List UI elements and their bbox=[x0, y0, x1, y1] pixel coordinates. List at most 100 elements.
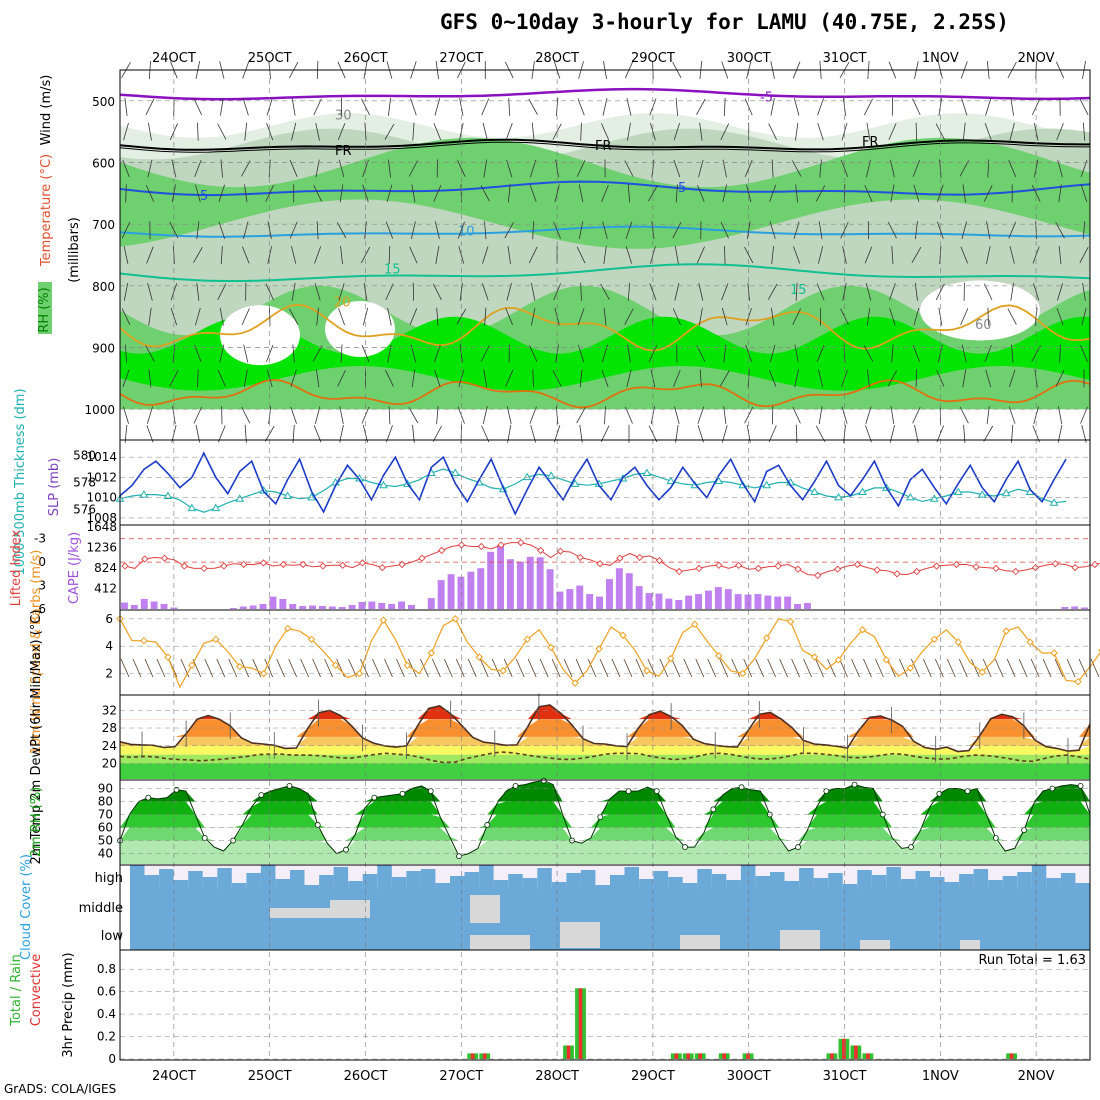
wind-barb bbox=[482, 406, 488, 424]
wind-barb bbox=[1033, 283, 1040, 301]
cloud-high-bar bbox=[450, 876, 465, 890]
wind-barb-10m bbox=[396, 658, 405, 678]
wind-barb-10m bbox=[803, 658, 812, 678]
wind10-line-marker bbox=[954, 638, 962, 646]
thickness-line-marker bbox=[163, 491, 173, 499]
cape-bar bbox=[655, 593, 663, 609]
wind-barb bbox=[601, 369, 609, 387]
cape-bar bbox=[794, 604, 801, 609]
wind-barb bbox=[627, 282, 631, 301]
slp-axis-title: SLP (mb) bbox=[47, 458, 62, 517]
date-label-top: 28OCT bbox=[535, 51, 579, 66]
wind-barb bbox=[625, 406, 633, 424]
wind-barb bbox=[625, 221, 633, 239]
thickness-tick-label: 576 bbox=[73, 503, 96, 517]
wind-barb bbox=[218, 184, 225, 203]
wind-barb bbox=[577, 308, 585, 326]
rh2m-line bbox=[119, 780, 1091, 857]
slp-tick-label: 1008 bbox=[86, 511, 117, 525]
cloud-level-label: middle bbox=[79, 901, 123, 916]
wind-barb bbox=[337, 370, 346, 387]
lifted-index-marker bbox=[200, 564, 208, 573]
wind-barb bbox=[985, 369, 992, 388]
wind-barb bbox=[291, 246, 297, 264]
wind-barb bbox=[815, 425, 826, 442]
wind-barb bbox=[767, 283, 778, 300]
rh2m-marker bbox=[201, 835, 208, 841]
cloud-high-bar bbox=[871, 875, 887, 890]
cape-bar bbox=[714, 587, 722, 609]
wind-barb bbox=[408, 407, 419, 424]
rh2m-tick-label: 40 bbox=[98, 847, 113, 861]
wind-barb-10m bbox=[1018, 658, 1028, 678]
wind-barb-10m bbox=[707, 658, 717, 678]
cape-bar bbox=[1061, 607, 1069, 609]
wind-barb bbox=[818, 406, 823, 425]
cape-bar bbox=[804, 603, 811, 609]
wind-barb bbox=[697, 184, 705, 202]
cape-bar bbox=[160, 604, 168, 609]
wind-barb bbox=[243, 369, 248, 388]
cloud-high-bar bbox=[813, 878, 829, 890]
wind-barb bbox=[532, 221, 534, 240]
precip-total-axis-title: Total / Rain bbox=[9, 954, 24, 1027]
thickness-line-marker bbox=[546, 471, 556, 479]
wind-barb-10m bbox=[875, 658, 884, 678]
rh2m-marker bbox=[371, 794, 378, 801]
contour-label: 5 bbox=[678, 181, 686, 196]
wind-barb bbox=[960, 308, 969, 326]
cloud-high-bar bbox=[886, 867, 901, 890]
cape-bar bbox=[328, 606, 336, 609]
rh2m-marker bbox=[343, 846, 349, 853]
lifted-index-marker bbox=[576, 553, 584, 562]
wind-barb bbox=[125, 344, 127, 363]
date-label-bottom: 2NOV bbox=[1018, 1069, 1055, 1084]
wind-barb bbox=[719, 370, 730, 387]
wind-barb bbox=[411, 184, 416, 203]
wind-barb bbox=[388, 406, 391, 425]
wind-barb bbox=[482, 246, 489, 264]
rh-axis-title: RH (%) bbox=[37, 287, 52, 332]
cloud-high-bar bbox=[217, 868, 232, 890]
date-label-top: 2NOV bbox=[1018, 51, 1055, 66]
wind-barb bbox=[580, 122, 582, 141]
wind-barb bbox=[384, 123, 395, 140]
wind-barb bbox=[864, 98, 873, 116]
wind-barb bbox=[219, 307, 224, 326]
wind-barb bbox=[983, 425, 994, 442]
wind-barb bbox=[315, 122, 320, 141]
precip-tick-label: 0.8 bbox=[97, 962, 116, 976]
wind-barb bbox=[746, 184, 752, 203]
precip-tick-label: 0.6 bbox=[97, 985, 116, 999]
wind-barb-10m bbox=[276, 658, 286, 678]
wind-barb bbox=[385, 221, 394, 239]
temp-line bbox=[119, 704, 1091, 753]
wind-barb-10m bbox=[934, 658, 944, 678]
lifted-index-marker bbox=[893, 570, 901, 578]
wind-barb bbox=[169, 123, 178, 141]
wind-barb bbox=[1055, 370, 1065, 387]
wind-barb-10m bbox=[911, 658, 920, 678]
wind-barb-10m bbox=[539, 658, 549, 678]
lifted-index-marker bbox=[1051, 560, 1059, 568]
wind-barb-10m bbox=[587, 658, 597, 678]
lifted-index-axis-title: Lifted Index bbox=[9, 529, 24, 606]
wind-barb bbox=[769, 344, 776, 363]
wind-barb-10m bbox=[120, 658, 130, 678]
wind-barb bbox=[528, 98, 538, 115]
wind-barb bbox=[553, 283, 561, 301]
temp-fill-band bbox=[120, 754, 1090, 764]
wind-barb bbox=[1080, 406, 1088, 424]
cape-tick-label: 1236 bbox=[86, 541, 117, 555]
wind-barb-10m bbox=[479, 658, 489, 678]
wind10-line-marker bbox=[236, 662, 244, 671]
wind-barb bbox=[576, 246, 586, 264]
cloud-level-label-bg bbox=[66, 925, 126, 943]
wind-barb-10m bbox=[527, 658, 537, 678]
wind-barb bbox=[791, 160, 802, 177]
lifted-index-marker bbox=[240, 560, 248, 569]
wind-barb-10m bbox=[1066, 658, 1076, 678]
cloud-gap-patch bbox=[470, 895, 500, 923]
wind-barb bbox=[1055, 222, 1065, 239]
wind-barb bbox=[960, 246, 968, 264]
